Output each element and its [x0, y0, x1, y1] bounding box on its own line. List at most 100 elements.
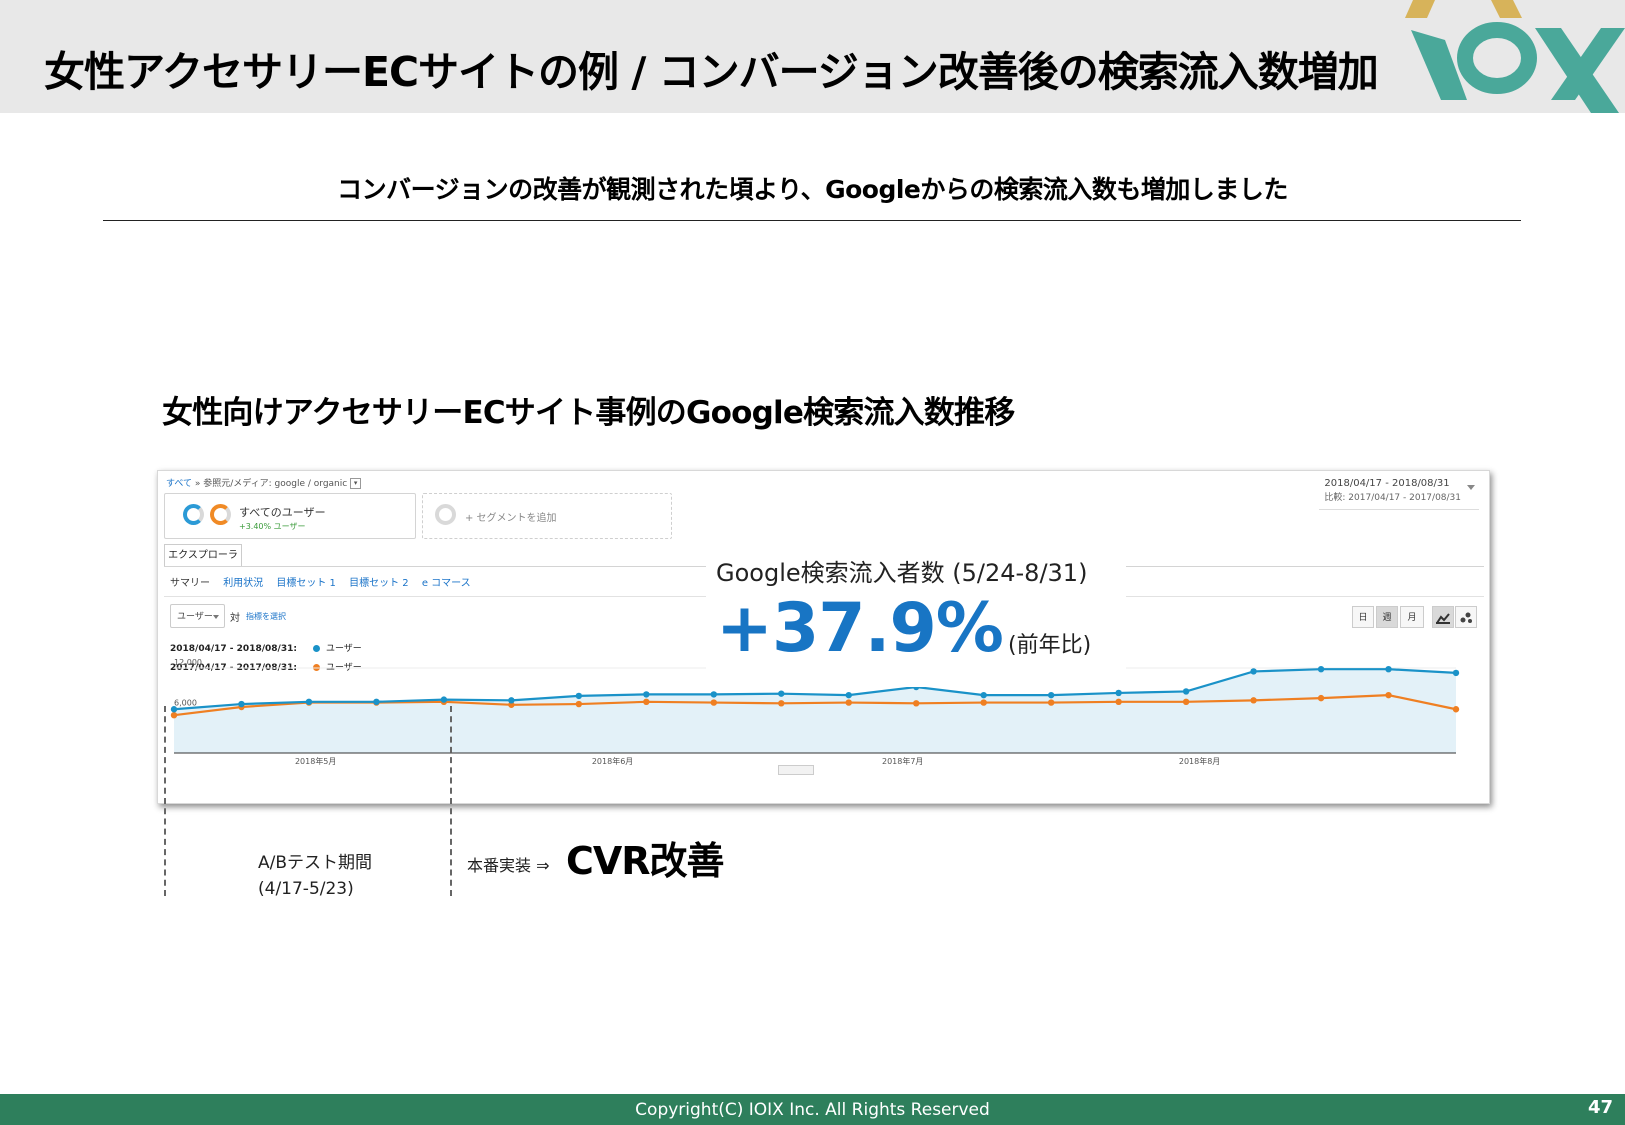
subtab-summary[interactable]: サマリー: [170, 578, 210, 589]
ab-test-title: A/Bテスト期間: [258, 853, 373, 873]
deploy-label: 本番実装 ⇒: [467, 856, 550, 875]
data-point: [1317, 665, 1325, 673]
data-point: [1047, 691, 1055, 699]
motion-chart-icon[interactable]: [1432, 606, 1454, 628]
slide-footer: Copyright(C) IOIX Inc. All Rights Reserv…: [0, 1094, 1625, 1125]
data-point: [980, 699, 987, 706]
data-point: [1250, 697, 1257, 704]
segment-all-users[interactable]: すべてのユーザー +3.40% ユーザー: [164, 493, 416, 539]
data-point: [508, 701, 515, 708]
legend-current-label: ユーザー: [325, 644, 362, 654]
metric-select[interactable]: ユーザー: [170, 604, 225, 628]
legend-current: 2018/04/17 - 2018/08/31: ユーザー: [170, 641, 362, 654]
add-segment-label: + セグメントを追加: [465, 513, 557, 524]
data-point: [1115, 689, 1122, 697]
segment-change: +3.40% ユーザー: [239, 522, 306, 531]
callout-value: +37.9%: [716, 589, 1004, 668]
ioix-logo-icon: [1405, 0, 1625, 113]
tab-explorer[interactable]: エクスプローラ: [164, 544, 242, 567]
data-point: [1115, 698, 1122, 706]
pick-metric-link[interactable]: 指標を選択: [246, 612, 286, 621]
slide-subtitle: コンバージョンの改善が観測された頃より、Googleからの検索流入数も増加しまし…: [337, 175, 1288, 204]
breadcrumb-path: » 参照元/メディア: google / organic: [194, 479, 348, 489]
page-number: 47: [1587, 1097, 1613, 1118]
data-point: [575, 700, 583, 708]
chevron-down-icon[interactable]: [1467, 485, 1475, 490]
ab-test-period-label: A/Bテスト期間 (4/17-5/23): [258, 850, 372, 902]
y-tick-label: 6,000: [174, 699, 197, 708]
metric-select-value: ユーザー: [177, 612, 213, 622]
data-point: [170, 711, 178, 719]
data-point: [1317, 694, 1325, 702]
period-week-button[interactable]: 週: [1376, 606, 1398, 628]
line-chart: 12,000 6,000 2018年5月 2018年6月 2018年7月 2018年8月: [170, 658, 1460, 766]
add-segment-button[interactable]: + セグメントを追加: [422, 493, 672, 539]
chart-heading: 女性向けアクセサリーECサイト事例のGoogle検索流入数推移: [162, 395, 1015, 431]
scatter-chart-icon[interactable]: [1455, 606, 1477, 628]
area-fill: [174, 669, 1456, 753]
chevron-down-icon: [213, 615, 219, 619]
analytics-screenshot: すべて » 参照元/メディア: google / organic ▾ すべてのユ…: [157, 470, 1490, 804]
x-tick-label: 2018年5月: [295, 756, 336, 766]
data-point: [778, 700, 785, 707]
data-point: [913, 700, 920, 707]
subtab-usage[interactable]: 利用状況: [223, 578, 264, 589]
subtab-bar: サマリー 利用状況 目標セット 1 目標セット 2 e コマース: [170, 574, 481, 589]
series-line: [173, 668, 1457, 711]
footer-copyright: Copyright(C) IOIX Inc. All Rights Reserv…: [635, 1100, 990, 1120]
callout-suffix: (前年比): [1008, 633, 1092, 658]
chart-resize-handle[interactable]: [778, 765, 814, 775]
slide-title: 女性アクセサリーECサイトの例 / コンバージョン改善後の検索流入数増加: [44, 48, 1379, 96]
data-point: [1182, 688, 1190, 695]
data-point: [980, 691, 987, 699]
x-tick-label: 2018年7月: [882, 756, 923, 766]
subtab-goal-set-2[interactable]: 目標セット 2: [349, 578, 409, 589]
data-point: [238, 700, 245, 708]
data-point: [575, 692, 583, 700]
data-point: [1385, 691, 1392, 699]
data-point: [1385, 665, 1392, 673]
callout-box: Google検索流入者数 (5/24-8/31) +37.9% (前年比): [706, 545, 1126, 687]
date-range-underline: [1319, 509, 1479, 510]
breadcrumb-all-link[interactable]: すべて: [166, 479, 193, 489]
divider: [103, 220, 1521, 221]
data-point: [643, 698, 650, 706]
breadcrumb: すべて » 参照元/メディア: google / organic ▾: [166, 476, 362, 489]
data-point: [170, 706, 178, 713]
date-range-picker[interactable]: 2018/04/17 - 2018/08/31 比較: 2017/04/17 -…: [1324, 477, 1461, 505]
period-day-button[interactable]: 日: [1352, 606, 1374, 628]
data-point: [1452, 669, 1460, 677]
data-point: [778, 690, 785, 697]
data-point: [440, 696, 448, 703]
data-point: [710, 699, 717, 706]
data-point: [845, 691, 852, 699]
compare-range: 比較: 2017/04/17 - 2017/08/31: [1324, 493, 1461, 503]
segment-ring-orange-icon: [210, 504, 231, 525]
data-point: [1182, 698, 1190, 706]
chevron-down-icon[interactable]: ▾: [350, 478, 362, 489]
data-point: [1250, 668, 1257, 675]
segment-ring-empty-icon: [435, 504, 456, 525]
data-point: [305, 698, 313, 706]
ab-start-marker: [164, 706, 166, 896]
segment-ring-blue-icon: [183, 504, 204, 525]
data-point: [373, 698, 380, 706]
data-point: [1047, 699, 1055, 706]
data-point: [710, 691, 717, 698]
vs-label: 対: [230, 613, 240, 624]
y-tick-label: 12,000: [174, 658, 202, 667]
ab-test-range: (4/17-5/23): [258, 879, 354, 899]
data-point: [1452, 706, 1460, 713]
date-range: 2018/04/17 - 2018/08/31: [1324, 478, 1450, 489]
legend-current-range: 2018/04/17 - 2018/08/31:: [170, 644, 297, 654]
data-point: [508, 697, 515, 704]
data-point: [845, 699, 852, 706]
slide-header: 女性アクセサリーECサイトの例 / コンバージョン改善後の検索流入数増加: [0, 0, 1625, 113]
period-month-button[interactable]: 月: [1400, 606, 1424, 628]
x-tick-label: 2018年6月: [592, 756, 633, 766]
x-tick-label: 2018年8月: [1179, 756, 1220, 766]
callout-caption: Google検索流入者数 (5/24-8/31): [716, 559, 1088, 587]
subtab-ecommerce[interactable]: e コマース: [421, 578, 471, 589]
subtab-goal-set-1[interactable]: 目標セット 1: [276, 578, 336, 589]
legend-dot-blue-icon: [312, 645, 320, 652]
